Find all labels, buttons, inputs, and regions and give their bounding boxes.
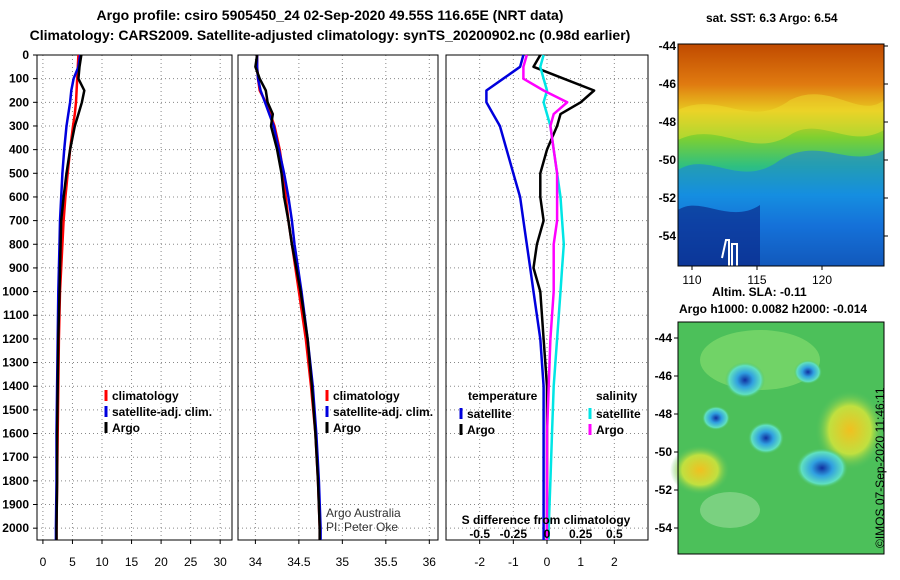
imos-stamp: ©IMOS 07-Sep-2020 11:46:11 <box>873 387 887 549</box>
legend-label: Argo <box>112 421 140 435</box>
x-tick-label: 36 <box>423 555 437 569</box>
sst-map-axes: -44 -46 -48 -50 -52 -54 110 115 120 <box>659 39 888 287</box>
lat-tick-label: -52 <box>659 191 677 205</box>
legend-label: Argo <box>467 423 495 437</box>
secondary-tick-label: 0.5 <box>606 527 623 541</box>
series-line-argo <box>55 54 86 540</box>
lat-tick-label: -54 <box>659 229 677 243</box>
y-tick-label: 700 <box>9 214 29 228</box>
lat-tick-label: -46 <box>659 77 677 91</box>
series-line-argo <box>254 54 321 540</box>
x-tick-label: 35.5 <box>374 555 398 569</box>
y-tick-label: 1200 <box>2 332 29 346</box>
x-tick-label: 0 <box>40 555 47 569</box>
lat-tick-label: -48 <box>659 115 677 129</box>
lon-tick-label: 110 <box>682 273 701 287</box>
y-tick-label: 100 <box>9 72 29 86</box>
lon-tick-label: 115 <box>747 273 766 287</box>
legend-title: salinity <box>596 389 638 403</box>
sla-map-subtitle: Argo h1000: 0.0082 h2000: -0.014 <box>679 302 868 316</box>
sla-map-axes: -44 -46 -48 -50 -52 -54 <box>655 331 678 535</box>
lat-tick-label: -46 <box>655 369 673 383</box>
x-tick-label: 1 <box>577 555 584 569</box>
y-tick-label: 300 <box>9 119 29 133</box>
annotation-text: Argo Australia <box>326 506 401 520</box>
legend-label: satellite-adj. clim. <box>333 405 433 419</box>
y-tick-label: 600 <box>9 190 29 204</box>
sst-map <box>677 43 885 267</box>
lat-tick-label: -44 <box>655 331 673 345</box>
temperature-panel: 0 5 10 15 20 25 300100200300400500600700800900… <box>2 48 233 569</box>
sla-map <box>670 321 885 555</box>
x-tick-label: 20 <box>154 555 168 569</box>
secondary-tick-label: -0.25 <box>500 527 528 541</box>
y-tick-label: 1800 <box>2 474 29 488</box>
series-line-salinity-argo <box>522 54 569 540</box>
sst-map-label: sat. SST: 6.3 Argo: 6.54 <box>706 11 838 25</box>
x-tick-label: 34.5 <box>287 555 311 569</box>
secondary-tick-label: 0.25 <box>569 527 593 541</box>
salinity-panel: 34 34.5 35 35.5 36 climatology satellite-adj. … <box>237 54 439 569</box>
y-tick-label: 1400 <box>2 379 29 393</box>
x-tick-label: 25 <box>184 555 198 569</box>
lat-tick-label: -50 <box>659 153 677 167</box>
x-tick-label: 2 <box>611 555 618 569</box>
y-tick-label: 500 <box>9 166 29 180</box>
legend-label: climatology <box>333 389 400 403</box>
legend-label: satellite-adj. clim. <box>112 405 212 419</box>
lat-tick-label: -48 <box>655 407 673 421</box>
difference-panel: -2 -1 0 1 2 temperature salinity satellite Argo s… <box>445 54 649 569</box>
lat-tick-label: -44 <box>659 39 677 53</box>
x-tick-label: 10 <box>95 555 109 569</box>
legend-label: Argo <box>333 421 361 435</box>
x-tick-label: 34 <box>249 555 263 569</box>
plot-title-line2: Climatology: CARS2009. Satellite-adjuste… <box>29 27 631 43</box>
series-line-climatology <box>255 55 321 540</box>
annotation-text: PI: Peter Oke <box>326 520 398 534</box>
y-tick-label: 1600 <box>2 427 29 441</box>
series-line-temperature-satellite <box>485 54 545 540</box>
lat-tick-label: -54 <box>655 521 673 535</box>
lat-tick-label: -52 <box>655 483 673 497</box>
x-tick-label: -1 <box>508 555 519 569</box>
legend-label: Argo <box>596 423 624 437</box>
y-tick-label: 1700 <box>2 450 29 464</box>
y-tick-label: 0 <box>22 48 29 62</box>
y-tick-label: 1100 <box>3 308 29 322</box>
plot-frame <box>36 54 233 541</box>
y-tick-label: 900 <box>9 261 29 275</box>
secondary-tick-label: 0 <box>544 527 551 541</box>
y-tick-label: 800 <box>9 237 29 251</box>
y-tick-label: 1500 <box>2 403 29 417</box>
lon-tick-label: 120 <box>812 273 832 287</box>
lat-tick-label: -50 <box>655 445 673 459</box>
x-axis-label: S difference from climatology <box>462 513 631 527</box>
plot-frame <box>237 54 439 541</box>
legend-label: climatology <box>112 389 179 403</box>
x-tick-label: -2 <box>474 555 485 569</box>
x-tick-label: 30 <box>214 555 228 569</box>
sla-map-label: Altim. SLA: -0.11 <box>712 285 807 299</box>
y-tick-label: 1000 <box>2 285 29 299</box>
secondary-tick-label: -0.5 <box>469 527 490 541</box>
y-tick-label: 2000 <box>2 521 29 535</box>
plot-title-line1: Argo profile: csiro 5905450_24 02-Sep-20… <box>96 7 564 23</box>
y-tick-label: 1300 <box>2 356 29 370</box>
legend-label: satellite <box>467 407 512 421</box>
x-tick-label: 5 <box>69 555 76 569</box>
legend-label: satellite <box>596 407 641 421</box>
y-tick-label: 200 <box>9 95 29 109</box>
x-tick-label: 35 <box>336 555 350 569</box>
x-tick-label: 15 <box>125 555 139 569</box>
legend-title: temperature <box>468 389 538 403</box>
y-tick-label: 1900 <box>2 498 29 512</box>
series-line-satellite-adj-clim- <box>255 55 322 540</box>
x-tick-label: 0 <box>544 555 551 569</box>
y-tick-label: 400 <box>9 143 29 157</box>
